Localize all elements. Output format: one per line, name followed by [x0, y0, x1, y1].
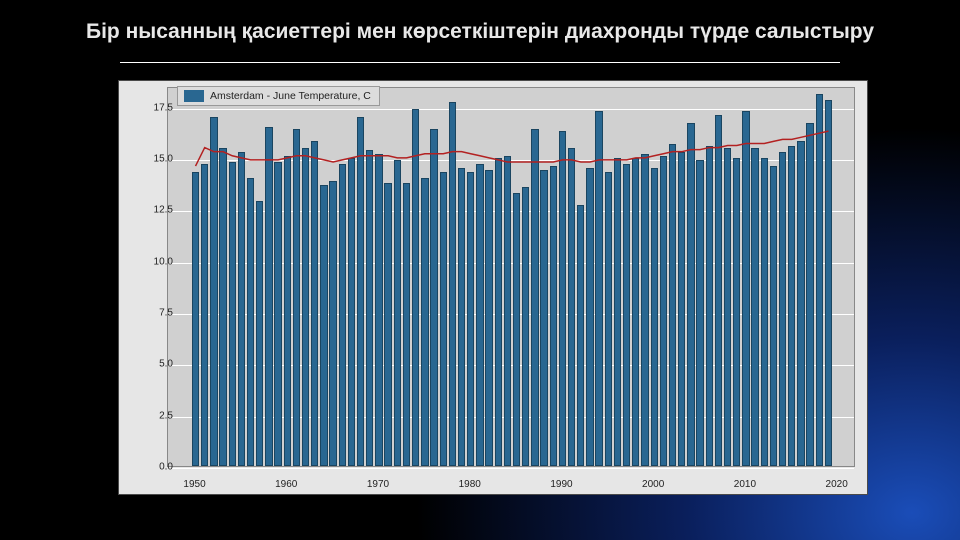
x-tick-label: 1960 [275, 479, 297, 490]
y-tick-label: 12.5 [133, 205, 173, 216]
slide-title-wrap: Бір нысанның қасиеттері мен көрсеткіштер… [0, 18, 960, 46]
bar [238, 152, 245, 466]
x-tick-label: 1950 [183, 479, 205, 490]
bar [440, 172, 447, 466]
bar [770, 166, 777, 466]
bar [733, 158, 740, 466]
bar [816, 94, 823, 466]
bar [806, 123, 813, 466]
bar [522, 187, 529, 466]
bar [797, 141, 804, 466]
bar [715, 115, 722, 466]
bar [284, 156, 291, 466]
bar [788, 146, 795, 466]
slide-title: Бір нысанның қасиеттері мен көрсеткіштер… [86, 18, 874, 46]
bar [586, 168, 593, 466]
x-tick-label: 2010 [734, 479, 756, 490]
plot-area [167, 87, 855, 467]
bar [412, 109, 419, 466]
bar [403, 183, 410, 466]
bar [311, 141, 318, 466]
bar [458, 168, 465, 466]
y-tick-label: 15.0 [133, 153, 173, 164]
bar [605, 172, 612, 466]
bar [210, 117, 217, 466]
bar [247, 178, 254, 466]
grid-line [168, 468, 854, 469]
chart-legend: Amsterdam - June Temperature, C [177, 86, 380, 106]
bar [339, 164, 346, 466]
bar [293, 129, 300, 466]
bar [476, 164, 483, 466]
bar [706, 146, 713, 466]
x-tick-label: 1990 [550, 479, 572, 490]
bar [219, 148, 226, 466]
bar [825, 100, 832, 466]
x-tick-label: 2020 [826, 479, 848, 490]
bar [229, 162, 236, 466]
bar [192, 172, 199, 466]
bar [696, 160, 703, 466]
bar [430, 129, 437, 466]
bar [329, 181, 336, 467]
bar [550, 166, 557, 466]
bar [678, 152, 685, 466]
chart-frame: Amsterdam - June Temperature, C 0.0 2.5 5.… [118, 80, 868, 495]
grid-line [168, 109, 854, 110]
bar [201, 164, 208, 466]
bar [761, 158, 768, 466]
bar [559, 131, 566, 466]
bar [632, 158, 639, 466]
bar [568, 148, 575, 466]
bar [540, 170, 547, 466]
bar [614, 158, 621, 466]
y-tick-label: 2.5 [133, 410, 173, 421]
bar [256, 201, 263, 466]
x-tick-label: 2000 [642, 479, 664, 490]
bar [641, 154, 648, 466]
bar [375, 154, 382, 466]
y-tick-label: 5.0 [133, 359, 173, 370]
bar [742, 111, 749, 466]
bar [394, 160, 401, 466]
bar [687, 123, 694, 466]
y-tick-label: 0.0 [133, 462, 173, 473]
y-tick-label: 17.5 [133, 102, 173, 113]
bar [467, 172, 474, 466]
x-tick-label: 1970 [367, 479, 389, 490]
bar [751, 148, 758, 466]
bar [504, 156, 511, 466]
bar [357, 117, 364, 466]
bar [449, 102, 456, 466]
y-tick-label: 7.5 [133, 307, 173, 318]
bar [421, 178, 428, 466]
bar [724, 148, 731, 466]
title-underline [120, 62, 840, 63]
bar [669, 144, 676, 466]
y-tick-label: 10.0 [133, 256, 173, 267]
bar [779, 152, 786, 466]
bar [348, 158, 355, 466]
bar [623, 164, 630, 466]
bar [302, 148, 309, 466]
bar [265, 127, 272, 466]
bar [384, 183, 391, 466]
bar [577, 205, 584, 466]
bar [595, 111, 602, 466]
bar [513, 193, 520, 466]
bar [366, 150, 373, 466]
bar [660, 156, 667, 466]
bar [531, 129, 538, 466]
bar [651, 168, 658, 466]
legend-label: Amsterdam - June Temperature, C [210, 90, 371, 102]
bar [495, 158, 502, 466]
legend-swatch [184, 90, 204, 102]
x-tick-label: 1980 [459, 479, 481, 490]
bar [274, 162, 281, 466]
bar [320, 185, 327, 466]
bar [485, 170, 492, 466]
